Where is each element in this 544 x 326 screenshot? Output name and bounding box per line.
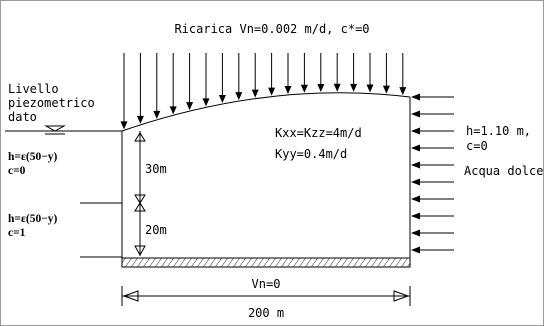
lateral-arrow xyxy=(411,229,454,237)
recharge-arrow xyxy=(251,53,259,98)
width-dimension xyxy=(121,286,411,306)
depth-arrow-bottom xyxy=(134,245,146,257)
depth-dimension xyxy=(80,131,146,258)
lower-concentration: c=1 xyxy=(8,227,26,239)
depth-arrow-top xyxy=(134,132,146,142)
left-label-line-3: dato xyxy=(8,110,37,124)
recharge-arrow xyxy=(202,53,210,107)
lateral-arrow xyxy=(411,212,454,220)
recharge-arrow xyxy=(169,53,177,115)
impermeable-base-hatch xyxy=(121,257,411,268)
recharge-arrow xyxy=(136,53,144,124)
left-label-line-2: piezometrico xyxy=(8,96,95,110)
piezometric-level-marker xyxy=(5,125,122,135)
lateral-arrow xyxy=(411,144,454,152)
water-level-triangle xyxy=(44,125,66,132)
recharge-arrow xyxy=(186,53,194,111)
depth-arrow-mid-up xyxy=(134,194,146,204)
recharge-arrow xyxy=(300,53,308,93)
recharge-arrow xyxy=(120,53,128,130)
width-label: 200 m xyxy=(248,306,284,320)
upper-head-condition: h=ε(50−y) xyxy=(8,151,57,163)
recharge-arrow xyxy=(284,53,292,94)
recharge-title: Ricarica Vn=0.002 m/d, c*=0 xyxy=(174,22,369,36)
recharge-arrow xyxy=(268,53,276,96)
recharge-arrow xyxy=(218,53,226,104)
water-table-curve xyxy=(121,92,411,132)
lateral-arrow xyxy=(411,246,454,254)
lower-head-condition: h=ε(50−y) xyxy=(8,213,57,225)
horizontal-conductivity: Kxx=Kzz=4m/d xyxy=(275,126,362,140)
recharge-arrow xyxy=(350,53,358,92)
lateral-arrow xyxy=(411,93,454,101)
right-head-condition: h=1.10 m, xyxy=(466,124,531,138)
lateral-inflow-arrows xyxy=(411,93,454,254)
recharge-arrow xyxy=(382,53,390,94)
lateral-arrow xyxy=(411,161,454,169)
lateral-arrow xyxy=(411,110,454,118)
recharge-arrow xyxy=(366,53,374,93)
recharge-arrow xyxy=(399,53,407,96)
lower-thickness-label: 20m xyxy=(145,223,167,237)
recharge-arrows xyxy=(120,53,407,130)
lateral-arrow xyxy=(411,178,454,186)
recharge-arrow xyxy=(317,53,325,93)
width-arrow-right xyxy=(393,290,410,302)
aquifer-domain xyxy=(121,92,411,268)
lateral-arrow xyxy=(411,127,454,135)
upper-concentration: c=0 xyxy=(8,165,26,177)
freshwater-label: Acqua dolce xyxy=(464,164,543,178)
width-arrow-left xyxy=(122,290,139,302)
recharge-arrow xyxy=(333,53,341,92)
recharge-arrow xyxy=(153,53,161,119)
left-label-line-1: Livello xyxy=(8,82,59,96)
upper-thickness-label: 30m xyxy=(145,162,167,176)
depth-arrow-mid-down xyxy=(134,202,146,212)
right-concentration: c=0 xyxy=(466,139,488,153)
recharge-arrow xyxy=(235,53,243,101)
bottom-condition: Vn=0 xyxy=(252,277,281,291)
vertical-conductivity: Kyy=0.4m/d xyxy=(275,147,347,161)
lateral-arrow xyxy=(411,195,454,203)
